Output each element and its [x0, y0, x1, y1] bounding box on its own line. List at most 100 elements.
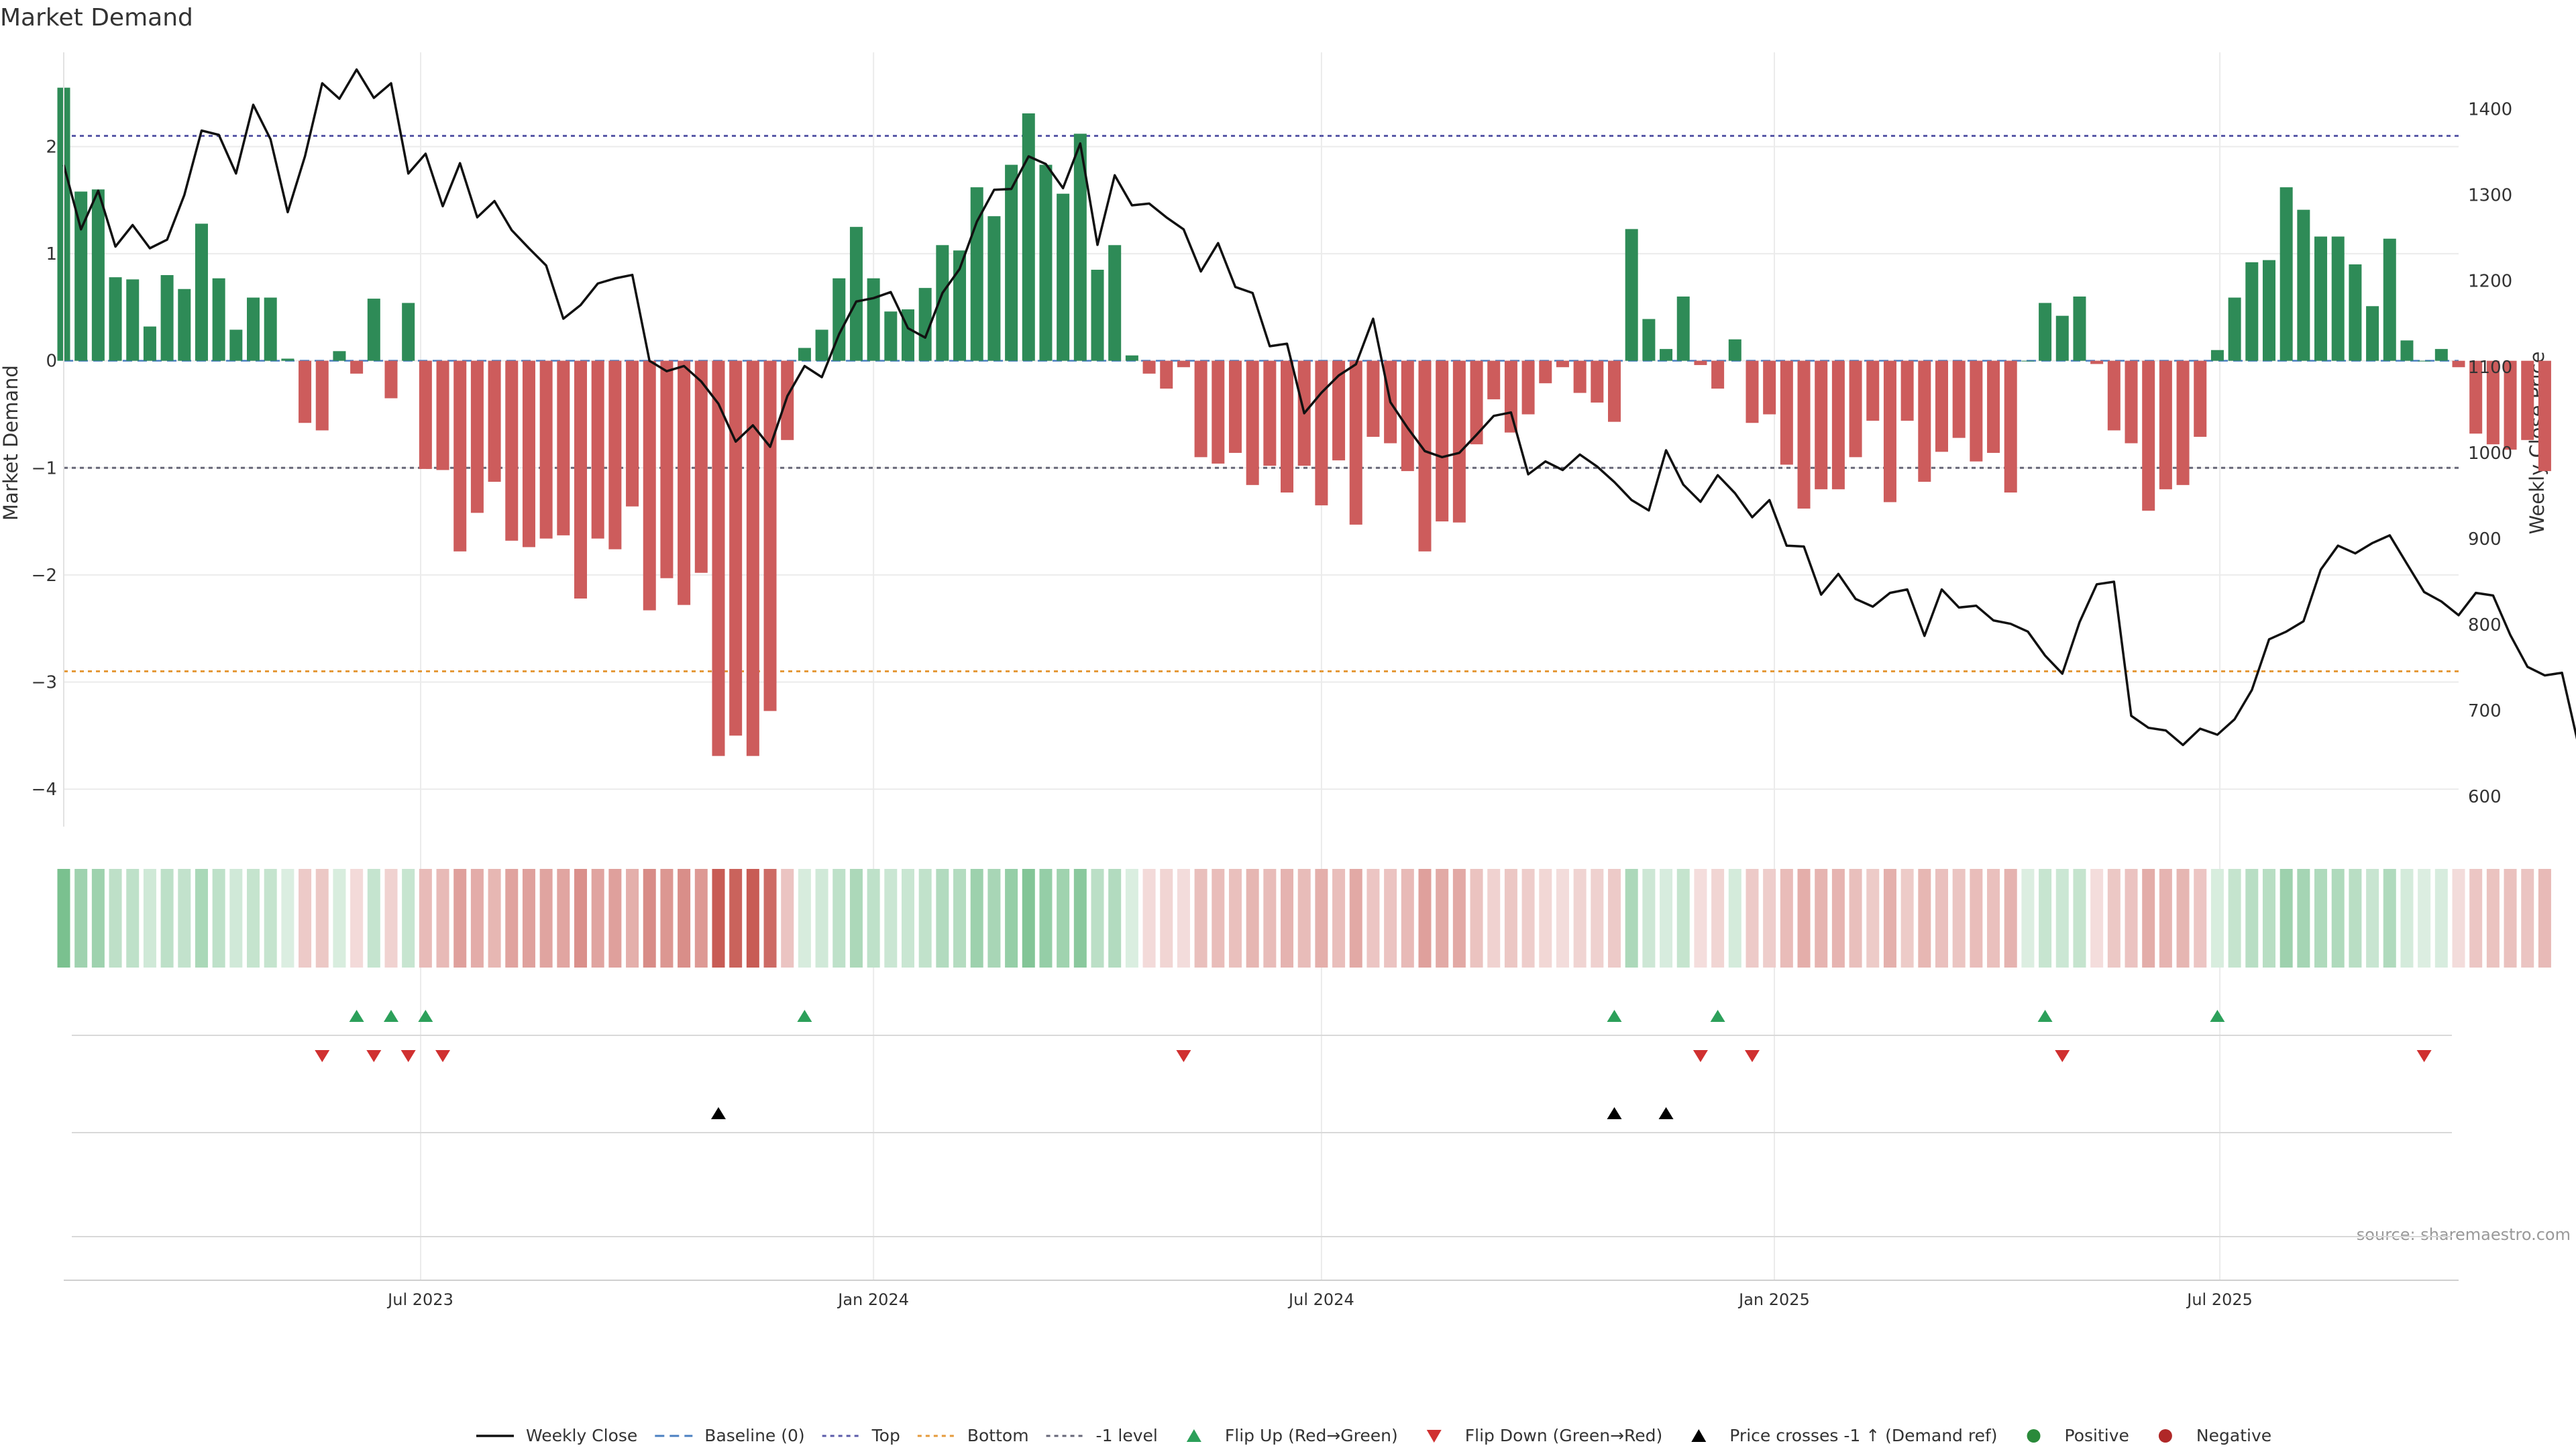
demand-bar [2366, 306, 2379, 361]
demand-bar [91, 189, 105, 361]
demand-bar [74, 191, 88, 361]
heatmap-cell [402, 869, 415, 968]
demand-bar [1160, 360, 1173, 389]
demand-bar [2418, 360, 2431, 362]
heatmap-cell [2090, 869, 2104, 968]
heatmap-cell [1039, 869, 1053, 968]
heatmap-cell [2245, 869, 2259, 968]
heatmap-cell [2194, 869, 2207, 968]
demand-bar [729, 360, 743, 736]
demand-bar [1039, 164, 1053, 361]
y2-tick-label: 800 [2468, 615, 2502, 635]
heatmap-cell [1849, 869, 1862, 968]
legend-label: Flip Down (Green→Red) [1465, 1426, 1663, 1445]
heatmap-cell [1797, 869, 1811, 968]
demand-bar [2073, 296, 2086, 361]
demand-bar [1177, 360, 1190, 368]
heatmap-cell [1073, 869, 1087, 968]
demand-bar [1349, 360, 1362, 525]
legend-entry: Negative [2158, 1426, 2271, 1445]
heatmap-cell [1711, 869, 1725, 968]
heatmap-cell [2210, 869, 2224, 968]
heatmap-cell [488, 869, 501, 968]
demand-bar [1487, 360, 1501, 400]
heatmap-cell [678, 869, 691, 968]
heatmap-cell [833, 869, 846, 968]
x-tick-label: Jan 2025 [1737, 1290, 1810, 1309]
heatmap-cell [901, 869, 914, 968]
demand-bar [2142, 360, 2155, 511]
demand-bar [160, 274, 174, 361]
demand-bar [2194, 360, 2207, 437]
heatmap-cell [2297, 869, 2310, 968]
heatmap-cell [367, 869, 380, 968]
demand-bar [1987, 360, 2000, 453]
demand-bar [953, 250, 967, 361]
heatmap-cell [2504, 869, 2517, 968]
heatmap-cell [2021, 869, 2035, 968]
flip-down-marker [2055, 1050, 2070, 1062]
demand-bar [1315, 360, 1328, 506]
legend-entry: Price crosses -1 ↑ (Demand ref) [1691, 1426, 1998, 1445]
demand-bar [2107, 360, 2121, 431]
heatmap-cell [1487, 869, 1501, 968]
legend: Weekly Close Baseline (0) Top Bottom -1 leve… [476, 1426, 2271, 1445]
y2-tick-label: 1000 [2468, 444, 2512, 464]
heatmap-cell [2434, 869, 2448, 968]
legend-label: Baseline (0) [704, 1426, 804, 1445]
heatmap-cell [970, 869, 983, 968]
demand-bar [2125, 360, 2138, 444]
demand-bar [798, 348, 811, 361]
heatmap-cell [2538, 869, 2551, 968]
heatmap-cell [195, 869, 208, 968]
heatmap-cell [2004, 869, 2017, 968]
heatmap-cell [1332, 869, 1346, 968]
price-cross-marker [710, 1107, 726, 1119]
price-cross-marker [1658, 1107, 1674, 1119]
demand-bar [453, 360, 467, 552]
demand-bar [574, 360, 588, 599]
legend-label: Negative [2196, 1426, 2271, 1445]
demand-bar [2228, 297, 2241, 361]
heatmap-cell [74, 869, 88, 968]
heatmap-cell [936, 869, 949, 968]
heatmap-cell [1470, 869, 1483, 968]
heatmap-cell [781, 869, 794, 968]
heatmap-cell [1900, 869, 1914, 968]
chart-title: Market Demand [0, 4, 193, 32]
demand-bar [918, 288, 932, 361]
demand-bar [436, 360, 449, 470]
demand-bar [1332, 360, 1346, 461]
heatmap-cell [247, 869, 260, 968]
demand-bar [2245, 262, 2259, 361]
demand-bar [678, 360, 691, 605]
heatmap-cell [109, 869, 122, 968]
demand-bar [2210, 350, 2224, 361]
demand-bar [402, 303, 415, 361]
demand-bar [2314, 236, 2328, 361]
heatmap-cell [1660, 869, 1673, 968]
demand-bar [1711, 360, 1725, 389]
demand-bar [419, 360, 432, 469]
heatmap-cell [884, 869, 898, 968]
demand-bar [299, 360, 312, 423]
demand-bar [987, 216, 1001, 361]
demand-bar [247, 297, 260, 361]
heatmap-cell [1763, 869, 1776, 968]
demand-bar [781, 360, 794, 440]
heatmap-cell [643, 869, 656, 968]
demand-bar [522, 360, 535, 548]
heatmap-cell [522, 869, 535, 968]
heatmap-cell [1866, 869, 1880, 968]
heatmap-cell [2469, 869, 2483, 968]
heatmap-cell [626, 869, 639, 968]
demand-bar [591, 360, 604, 539]
source-note: source: sharemaestro.com [2357, 1225, 2571, 1244]
demand-bar [1935, 360, 1948, 452]
y-tick-label: 0 [46, 352, 57, 372]
demand-bar [1746, 360, 1759, 423]
heatmap-cell [557, 869, 570, 968]
demand-bar [1728, 339, 1741, 361]
demand-bar [2349, 264, 2362, 361]
heatmap-cell [2142, 869, 2155, 968]
